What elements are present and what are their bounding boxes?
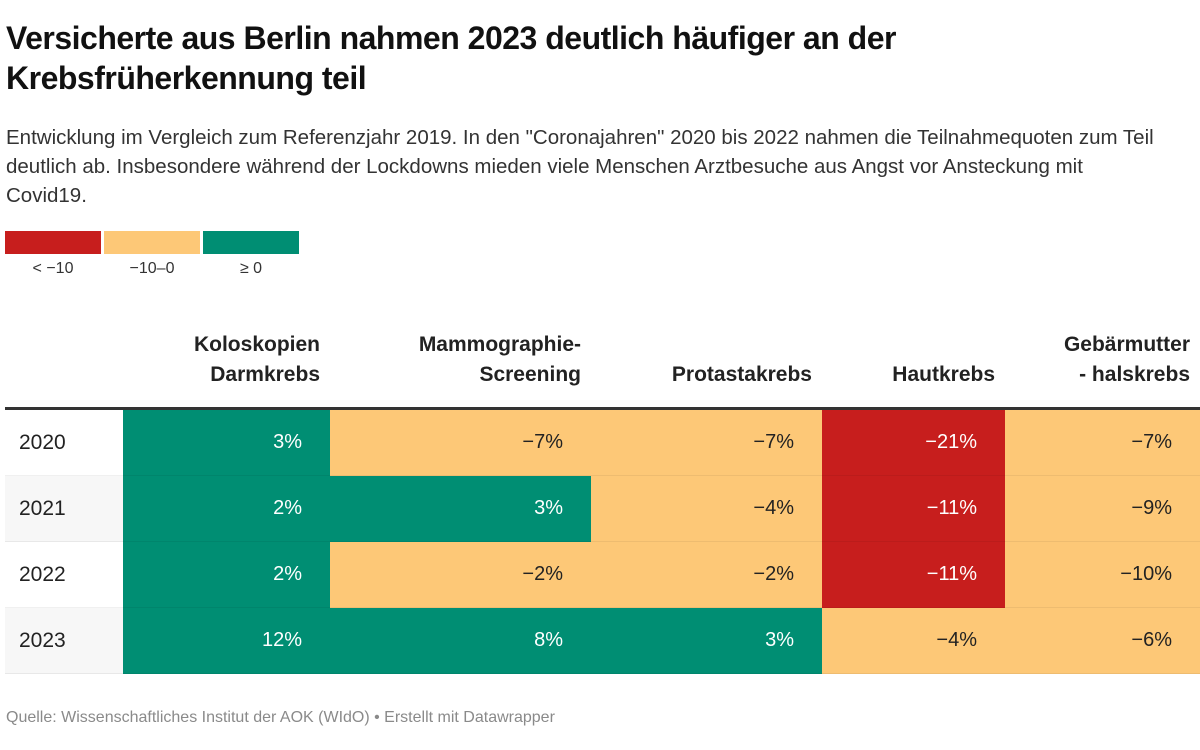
heatmap-cell: −10% [1005, 542, 1200, 608]
column-header-label: Mammographie- Screening [418, 333, 581, 386]
column-header-label: Gebärmutter - halskrebs [1063, 333, 1190, 386]
column-header[interactable]: Gebärmutter - halskrebs [1005, 320, 1200, 408]
legend-swatch [5, 231, 101, 254]
table-row: 2023 12% 8% 3% −4% −6% [5, 608, 1200, 674]
heatmap-cell: 3% [330, 476, 591, 542]
heatmap-cell: −4% [822, 608, 1005, 674]
source-footer: Quelle: Wissenschaftliches Institut der … [6, 709, 555, 726]
row-year-label: 2021 [5, 476, 123, 542]
heatmap-cell: 12% [123, 608, 330, 674]
column-header[interactable]: Protastakrebs [591, 320, 822, 408]
heatmap-cell: −6% [1005, 608, 1200, 674]
table-row: 2020 3% −7% −7% −21% −7% [5, 410, 1200, 476]
heatmap-cell: −21% [822, 410, 1005, 476]
legend-item-above-0: ≥ 0 [203, 231, 299, 278]
legend-label: < −10 [32, 260, 74, 277]
heatmap-cell: 8% [330, 608, 591, 674]
column-header[interactable]: Koloskopien Darmkrebs [123, 320, 330, 408]
legend-item-minus10-to-0: −10–0 [104, 231, 200, 278]
heatmap-cell: −9% [1005, 476, 1200, 542]
column-header[interactable]: Hautkrebs [822, 320, 1005, 408]
row-year-label: 2022 [5, 542, 123, 608]
row-year-label: 2023 [5, 608, 123, 674]
heatmap-cell: −7% [1005, 410, 1200, 476]
legend-label: ≥ 0 [239, 260, 263, 277]
legend-swatch [104, 231, 200, 254]
table-row: 2022 2% −2% −2% −11% −10% [5, 542, 1200, 608]
heatmap-cell: 2% [123, 542, 330, 608]
column-header[interactable]: Mammographie- Screening [330, 320, 591, 408]
heatmap-cell: −11% [822, 542, 1005, 608]
column-header-label: Hautkrebs [892, 363, 995, 386]
heatmap-cell: 3% [591, 608, 822, 674]
column-header-label: Protastakrebs [671, 363, 812, 386]
chart-subtitle: Entwicklung im Vergleich zum Referenzjah… [6, 126, 1154, 207]
legend-swatch [203, 231, 299, 254]
heatmap-cell: −2% [330, 542, 591, 608]
heatmap-cell: −7% [330, 410, 591, 476]
table-row: 2021 2% 3% −4% −11% −9% [5, 476, 1200, 542]
heatmap-cell: −2% [591, 542, 822, 608]
legend-item-below-minus10: < −10 [5, 231, 101, 278]
heatmap-cell: 3% [123, 410, 330, 476]
heatmap-cell: −4% [591, 476, 822, 542]
legend-label: −10–0 [129, 260, 175, 277]
chart-title: Versicherte aus Berlin nahmen 2023 deutl… [6, 20, 896, 96]
column-header-label: Koloskopien Darmkrebs [193, 333, 320, 386]
heatmap-cell: −7% [591, 410, 822, 476]
header-divider [5, 407, 1200, 410]
row-year-label: 2020 [5, 410, 123, 476]
heatmap-cell: −11% [822, 476, 1005, 542]
heatmap-cell: 2% [123, 476, 330, 542]
